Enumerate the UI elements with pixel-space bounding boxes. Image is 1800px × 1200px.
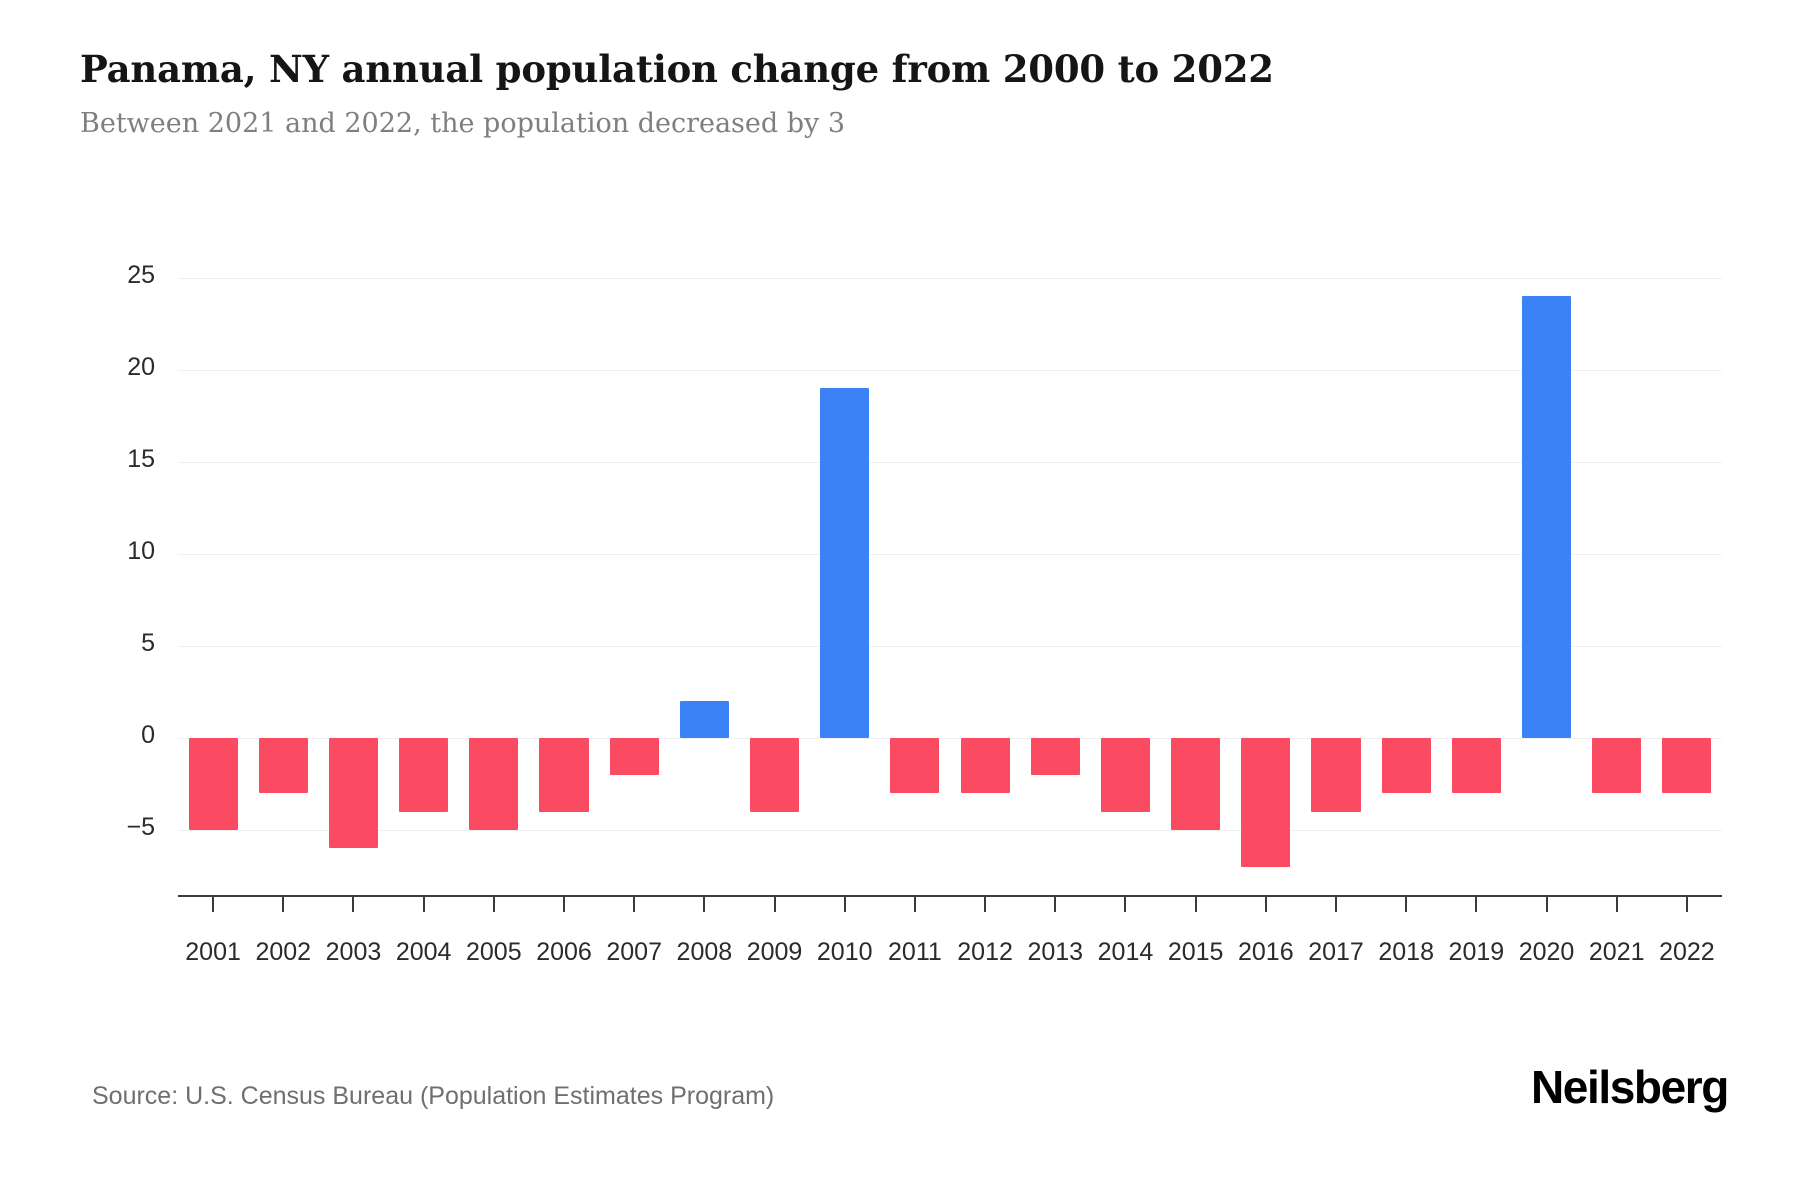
gridline-25 (178, 278, 1722, 279)
x-axis-line (178, 895, 1722, 897)
y-axis-tick-text: −5 (126, 813, 155, 841)
bar-2001[interactable] (188, 738, 238, 830)
bar-2006[interactable] (539, 738, 589, 812)
x-axis-tick-2011 (913, 895, 916, 912)
x-axis-label-2004: 2004 (395, 938, 452, 966)
x-axis-tick-2013 (1054, 895, 1057, 912)
x-axis-tick-2020 (1545, 895, 1548, 912)
y-axis-tick-text: 0 (141, 721, 155, 749)
x-axis-label-2001: 2001 (185, 938, 241, 966)
bar-2008[interactable] (679, 701, 729, 738)
x-axis-tick-2009 (773, 895, 776, 912)
y-axis-tick-text: 10 (127, 537, 155, 565)
bar-2018[interactable] (1381, 738, 1431, 794)
x-axis-label-2018: 2018 (1378, 938, 1434, 966)
bar-2005[interactable] (469, 738, 519, 830)
x-axis-tick-2018 (1405, 895, 1408, 912)
x-axis-label-2019: 2019 (1448, 938, 1505, 966)
x-axis-tick-2014 (1124, 895, 1127, 912)
bar-2013[interactable] (1030, 738, 1080, 775)
x-axis-label-2016: 2016 (1238, 938, 1294, 966)
x-axis-label-2013: 2013 (1027, 938, 1084, 966)
x-axis-label-2017: 2017 (1308, 938, 1364, 966)
x-axis-label-2008: 2008 (676, 938, 733, 966)
x-axis-label-2015: 2015 (1167, 938, 1224, 966)
bar-2010[interactable] (820, 388, 870, 738)
x-axis-tick-2002 (282, 895, 285, 912)
chart-header: Panama, NY annual population change from… (80, 47, 1730, 140)
bar-2019[interactable] (1451, 738, 1501, 794)
bar-2007[interactable] (609, 738, 659, 775)
x-axis-label-2010: 2010 (816, 938, 873, 966)
x-axis-tick-2017 (1335, 895, 1337, 912)
x-axis-label-2006: 2006 (536, 938, 592, 966)
chart-subtitle: Between 2021 and 2022, the population de… (80, 107, 846, 139)
bar-2017[interactable] (1311, 738, 1361, 812)
x-axis-tick-2021 (1615, 895, 1618, 912)
x-axis-tick-2008 (703, 895, 706, 912)
y-axis-tick-text: 15 (127, 445, 155, 473)
gridline-20 (178, 370, 1722, 371)
x-axis-tick-2015 (1194, 895, 1197, 912)
x-axis-tick-2016 (1264, 895, 1267, 912)
x-axis-tick-2019 (1475, 895, 1478, 912)
x-axis-label-2005: 2005 (466, 938, 522, 966)
bar-2011[interactable] (890, 738, 940, 794)
gridline-neg5 (178, 830, 1722, 831)
y-axis-tick-text: 5 (141, 629, 155, 657)
gridline-5 (178, 646, 1722, 647)
x-axis-label-2021: 2021 (1588, 938, 1645, 966)
x-axis-tick-2006 (563, 895, 565, 912)
x-axis-label-2009: 2009 (746, 938, 803, 966)
x-axis-label-2014: 2014 (1097, 938, 1154, 966)
x-axis-tick-2003 (352, 895, 355, 912)
bar-2003[interactable] (328, 738, 379, 849)
x-axis-tick-2022 (1685, 895, 1688, 912)
source-note: Source: U.S. Census Bureau (Population E… (92, 1082, 775, 1110)
x-axis-label-2003: 2003 (325, 938, 382, 966)
bar-2020[interactable] (1521, 296, 1572, 738)
bar-2009[interactable] (749, 738, 800, 812)
bar-2015[interactable] (1171, 738, 1221, 830)
neilsberg-logo: Neilsberg (1530, 1061, 1729, 1113)
bar-2016[interactable] (1241, 738, 1291, 867)
x-axis-label-2002: 2002 (255, 938, 312, 966)
bar-2012[interactable] (960, 738, 1010, 794)
x-axis-label-2012: 2012 (957, 938, 1013, 966)
bar-2004[interactable] (399, 738, 449, 812)
x-axis-tick-2001 (212, 895, 215, 912)
page-title: Panama, NY annual population change from… (80, 47, 1274, 91)
gridline-0 (178, 738, 1722, 739)
bar-2002[interactable] (258, 738, 308, 794)
x-axis-label-2022: 2022 (1659, 938, 1715, 966)
gridline-10 (178, 554, 1722, 555)
x-axis-tick-2010 (843, 895, 846, 912)
bar-2014[interactable] (1100, 738, 1151, 812)
bar-2021[interactable] (1592, 738, 1642, 794)
x-axis-tick-2004 (422, 895, 425, 912)
gridline-15 (178, 462, 1722, 463)
x-axis-tick-2012 (984, 895, 987, 912)
x-axis-tick-2005 (492, 895, 495, 912)
x-axis-label-2007: 2007 (606, 938, 662, 966)
y-axis-tick-text: 20 (127, 353, 155, 381)
bar-2022[interactable] (1662, 738, 1712, 794)
x-axis-label-2020: 2020 (1518, 938, 1575, 966)
x-axis-label-2011: 2011 (888, 938, 942, 966)
x-axis-tick-2007 (633, 895, 636, 912)
y-axis-tick-text: 25 (127, 261, 155, 289)
